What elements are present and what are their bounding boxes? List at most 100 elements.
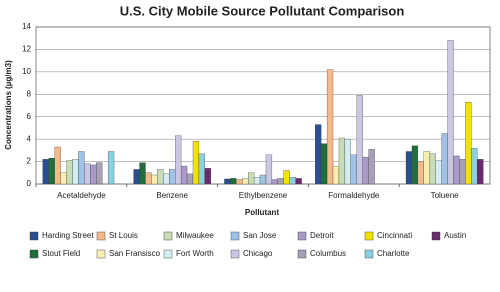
bar (54, 146, 61, 185)
x-tick-label: Benzene (156, 191, 188, 200)
bar (332, 165, 340, 185)
legend-label: San Fransisco (109, 249, 161, 258)
x-tick-label: Toluene (431, 191, 460, 200)
bar (84, 163, 91, 185)
y-tick-label: 0 (27, 179, 32, 188)
bar (157, 169, 164, 185)
bar (265, 154, 273, 185)
bar (423, 151, 430, 185)
y-tick-label: 10 (22, 67, 31, 76)
bar (277, 178, 284, 185)
bar (447, 40, 454, 185)
legend-swatch (96, 231, 106, 241)
bar (411, 145, 419, 185)
bar (259, 174, 267, 185)
bar (163, 173, 170, 185)
bar (224, 178, 231, 185)
bar (289, 177, 296, 185)
bar (295, 178, 302, 185)
bar (338, 137, 346, 185)
bar (96, 162, 103, 185)
y-axis-title: Concentrations (µg/m3) (4, 60, 13, 150)
bar (175, 135, 182, 185)
bar (236, 179, 243, 185)
bar (405, 151, 413, 185)
legend-label: Columbus (310, 249, 346, 258)
legend-swatch (96, 249, 106, 259)
x-axis-title: Pollutant (245, 208, 280, 217)
legend-label: Austin (444, 231, 466, 240)
legend-label: Cincinnati (377, 231, 412, 240)
bar (320, 143, 328, 185)
bar (356, 95, 363, 185)
x-tick-label: Formaldehyde (328, 191, 380, 200)
bar (66, 160, 73, 185)
chart-title: U.S. City Mobile Source Pollutant Compar… (120, 3, 405, 18)
bar (60, 172, 67, 185)
bar (344, 138, 351, 185)
bar (253, 177, 261, 185)
y-tick-label: 12 (22, 45, 31, 54)
bar (441, 133, 448, 185)
bar (90, 164, 97, 185)
bar (477, 159, 484, 185)
bar (42, 159, 49, 185)
bar (315, 124, 322, 185)
y-tick-label: 6 (27, 112, 32, 121)
bar (362, 156, 369, 185)
bar (471, 147, 478, 185)
legend-swatch (431, 231, 441, 241)
bar (198, 153, 206, 185)
bar (180, 165, 188, 185)
y-tick-label: 2 (27, 157, 32, 166)
legend-label: Chicago (243, 249, 273, 258)
x-tick-label: Acetaldehyde (57, 191, 106, 200)
bar (326, 69, 334, 185)
y-tick-label: 4 (27, 134, 32, 143)
bar (271, 179, 278, 185)
bar (145, 172, 152, 185)
legend-label: Charlotte (377, 249, 410, 258)
bar (368, 149, 375, 185)
legend-swatch (163, 231, 173, 241)
bar (78, 151, 85, 185)
legend-swatch (230, 249, 240, 259)
bar (350, 154, 357, 185)
legend-swatch (230, 231, 240, 241)
legend-label: Harding Street (42, 231, 94, 240)
plot-frame (35, 26, 491, 185)
legend-label: Fort Worth (176, 249, 214, 258)
legend-swatch (163, 249, 173, 259)
legend-swatch (364, 249, 374, 259)
bar (169, 169, 176, 185)
bar (230, 178, 237, 185)
legend-swatch (29, 231, 39, 241)
y-tick-label: 14 (22, 22, 31, 31)
bar (465, 101, 472, 185)
legend-swatch (297, 231, 307, 241)
bar (186, 173, 194, 185)
bar (192, 141, 200, 185)
bar (429, 153, 436, 185)
bar (435, 160, 442, 185)
legend-swatch (364, 231, 374, 241)
bar (453, 155, 460, 185)
bar (133, 169, 140, 185)
bar (151, 174, 158, 185)
legend-label: Milwaukee (176, 231, 214, 240)
y-tick-label: 8 (27, 89, 32, 98)
bar (204, 168, 211, 185)
legend-label: Detroit (310, 231, 334, 240)
legend-label: Stout Field (42, 249, 80, 258)
bar (107, 151, 115, 185)
bar (139, 162, 146, 185)
legend-label: San Jose (243, 231, 277, 240)
bar (72, 159, 79, 185)
bar (248, 172, 255, 185)
legend-swatch (297, 249, 307, 259)
bar (242, 178, 249, 185)
legend-swatch (29, 249, 39, 259)
bar (283, 170, 290, 185)
